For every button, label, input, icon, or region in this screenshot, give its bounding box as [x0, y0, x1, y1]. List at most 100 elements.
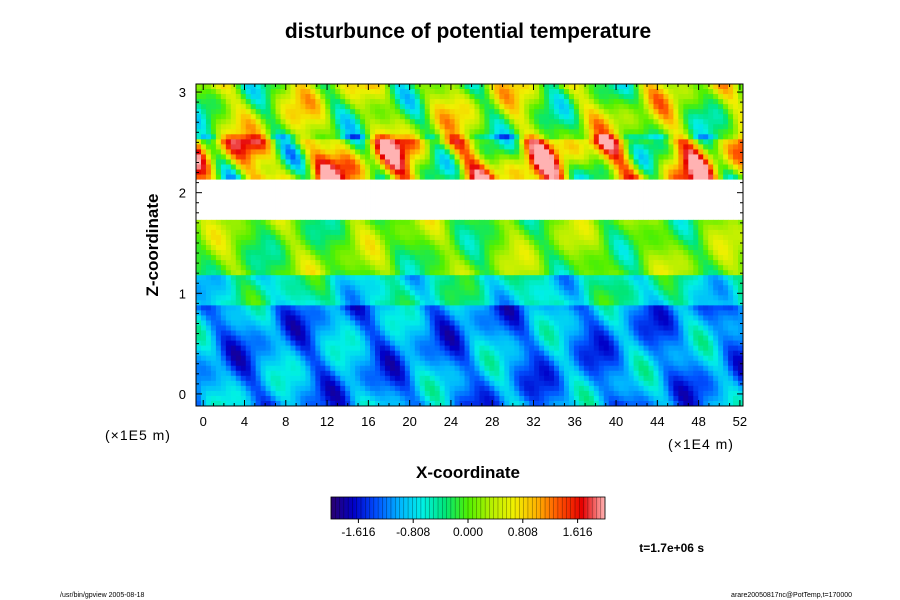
heatmap-cell [200, 159, 207, 165]
heatmap-cell [235, 300, 242, 306]
heatmap-cell [335, 164, 341, 170]
heatmap-cell [315, 194, 321, 201]
heatmap-cell [260, 219, 267, 226]
heatmap-cell [424, 204, 431, 211]
heatmap-cell [489, 290, 495, 296]
heatmap-cell [265, 174, 271, 180]
heatmap-cell [389, 164, 396, 170]
heatmap-cell [459, 99, 465, 105]
heatmap-cell [449, 174, 455, 180]
heatmap-cell [524, 285, 530, 291]
heatmap-cell [379, 84, 386, 90]
heatmap-cell [220, 129, 227, 135]
heatmap-cell [250, 94, 257, 100]
heatmap-cell [693, 290, 699, 296]
heatmap-cell [280, 275, 286, 281]
heatmap-cell [534, 134, 540, 140]
heatmap-cell [379, 184, 386, 191]
heatmap-cell [365, 199, 371, 206]
heatmap-cell [449, 119, 455, 125]
heatmap-cell [499, 285, 505, 291]
heatmap-cell [703, 224, 709, 231]
heatmap-cell [733, 144, 739, 150]
heatmap-cell [593, 295, 600, 301]
heatmap-cell [389, 245, 396, 251]
heatmap-cell [718, 109, 724, 115]
heatmap-cell [643, 199, 649, 206]
heatmap-cell [479, 290, 485, 296]
heatmap-cell [693, 239, 699, 246]
heatmap-cell [708, 214, 714, 221]
heatmap-cell [260, 255, 267, 261]
heatmap-cell [419, 239, 426, 246]
heatmap-cell [345, 189, 351, 196]
heatmap-cell [618, 219, 625, 226]
heatmap-cell [683, 214, 689, 221]
heatmap-cell [335, 194, 341, 201]
heatmap-cell [240, 194, 247, 201]
heatmap-cell [444, 189, 451, 196]
heatmap-cell [230, 89, 237, 95]
heatmap-cell [399, 229, 406, 236]
heatmap-cell [693, 99, 699, 105]
heatmap-cell [290, 134, 296, 140]
heatmap-cell [335, 199, 341, 206]
heatmap-cell [355, 239, 361, 246]
heatmap-cell [335, 89, 341, 95]
heatmap-cell [305, 84, 311, 90]
heatmap-cell [260, 124, 267, 130]
heatmap-cell [524, 194, 530, 201]
heatmap-cell [638, 84, 644, 90]
heatmap-cell [350, 94, 356, 100]
heatmap-cell [598, 209, 605, 216]
heatmap-cell [519, 184, 525, 191]
heatmap-cell [375, 229, 381, 236]
heatmap-cell [479, 134, 485, 140]
heatmap-cell [419, 255, 426, 261]
heatmap-cell [718, 285, 724, 291]
heatmap-cell [554, 174, 560, 180]
heatmap-cell [330, 270, 336, 276]
heatmap-cell [375, 275, 381, 281]
heatmap-cell [300, 224, 306, 231]
heatmap-cell [529, 260, 535, 266]
heatmap-cell [728, 194, 734, 201]
heatmap-cell [245, 129, 252, 135]
heatmap-cell [514, 295, 520, 301]
heatmap-cell [559, 295, 565, 301]
heatmap-cell [215, 310, 222, 316]
heatmap-cell [713, 84, 719, 90]
heatmap-cell [633, 204, 639, 211]
heatmap-cell [335, 260, 341, 266]
heatmap-cell [290, 209, 296, 216]
heatmap-cell [290, 89, 296, 95]
heatmap-cell [643, 149, 649, 155]
heatmap-cell [454, 270, 460, 276]
heatmap-cell [688, 305, 694, 311]
heatmap-cell [310, 275, 316, 281]
heatmap-cell [489, 224, 495, 231]
heatmap-cell [524, 114, 530, 120]
heatmap-cell [733, 194, 739, 201]
heatmap-cell [593, 239, 600, 246]
heatmap-cell [588, 134, 595, 140]
heatmap-cell [613, 290, 620, 296]
heatmap-cell [439, 285, 446, 291]
heatmap-cell [215, 164, 222, 170]
heatmap-cell [534, 179, 540, 186]
heatmap-cell [300, 229, 306, 236]
heatmap-cell [265, 134, 271, 140]
heatmap-cell [270, 275, 276, 281]
heatmap-cell [618, 124, 625, 130]
heatmap-cell [514, 159, 520, 165]
heatmap-cell [608, 169, 615, 175]
heatmap-cell [355, 144, 361, 150]
heatmap-cell [544, 169, 550, 175]
heatmap-cell [255, 169, 262, 175]
heatmap-cell [335, 99, 341, 105]
heatmap-cell [240, 94, 247, 100]
heatmap-cell [559, 245, 565, 251]
heatmap-cell [275, 204, 281, 211]
heatmap-cell [235, 255, 242, 261]
heatmap-cell [524, 119, 530, 125]
